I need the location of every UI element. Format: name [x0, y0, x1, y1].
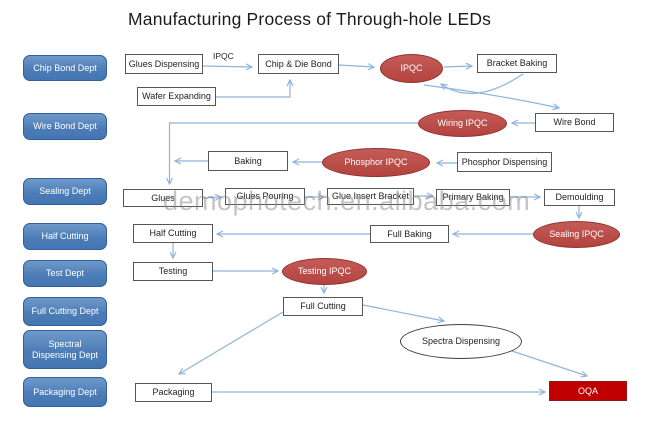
process-box-glues: Glues	[123, 189, 203, 207]
process-box-wire-bond: Wire Bond	[535, 113, 614, 132]
arrow-wiringipqc-glues	[170, 122, 418, 184]
arrow-spectra-oqa	[511, 350, 587, 376]
spectra-dispensing-ellipse: Spectra Dispensing	[400, 324, 522, 359]
dept-box-spectral-dispensing: Spectral Dispensing Dept	[23, 330, 107, 369]
process-box-half-cutting: Half Cutting	[133, 224, 213, 243]
process-box-full-cutting: Full Cutting	[283, 297, 363, 316]
process-box-baking: Baking	[208, 151, 288, 171]
process-box-bracket-baking: Bracket Baking	[477, 54, 557, 73]
arrow-fullcutting-packaging	[179, 311, 284, 374]
arrow-gluesdisp-chipdiebond	[202, 66, 252, 67]
dept-box-sealing: Sealing Dept	[23, 178, 107, 205]
arrow-ipqc-bracketbaking	[443, 66, 472, 67]
wiring-ipqc-ellipse: Wiring IPQC	[418, 110, 507, 137]
ipqc-ellipse: IPQC	[380, 54, 443, 83]
arrow-chipdiebond-ipqc	[338, 65, 374, 67]
process-box-chip-die-bond: Chip & Die Bond	[258, 54, 339, 74]
dept-box-packaging: Packaging Dept	[23, 377, 107, 407]
dept-box-chip-bond: Chip Bond Dept	[23, 55, 107, 81]
process-box-phosphor-dispensing: Phosphor Dispensing	[457, 152, 552, 172]
arrow-waferexpanding-chipdiebond	[216, 80, 290, 98]
ipqc-arrow-label: IPQC	[213, 51, 234, 61]
dept-box-test: Test Dept	[23, 260, 107, 287]
dept-box-full-cutting: Full Cutting Dept	[23, 297, 107, 326]
sealing-ipqc-ellipse: Sealing IPQC	[533, 221, 620, 248]
arrow-bracketbaking-ipqc-curve	[441, 73, 524, 95]
diagram-title: Manufacturing Process of Through-hole LE…	[128, 9, 492, 29]
process-box-testing: Testing	[133, 262, 213, 281]
arrow-glues-gluespouring	[202, 197, 221, 198]
process-box-packaging: Packaging	[135, 383, 212, 402]
dept-box-wire-bond: Wire Bond Dept	[23, 113, 107, 140]
process-box-glues-pouring: Glues Pouring	[225, 188, 305, 205]
process-box-full-baking: Full Baking	[370, 225, 449, 243]
dept-box-half-cutting: Half Cutting	[23, 223, 107, 250]
process-box-glue-insert-bracket: Glue Insert Bracket	[327, 188, 414, 205]
process-box-wafer-expanding: Wafer Expanding	[137, 87, 216, 106]
process-box-glues-dispensing: Glues Dispensing	[125, 54, 203, 74]
arrow-fullcutting-spectra	[362, 304, 444, 321]
testing-ipqc-ellipse: Testing IPQC	[282, 258, 367, 285]
phosphor-ipqc-ellipse: Phosphor IPQC	[322, 148, 430, 177]
arrow-ipqc-wirebond-curve	[423, 84, 559, 108]
process-box-primary-baking: Primary Baking	[436, 189, 510, 206]
oqa-box: OQA	[549, 381, 627, 401]
process-box-demoulding: Demoulding	[544, 189, 615, 206]
